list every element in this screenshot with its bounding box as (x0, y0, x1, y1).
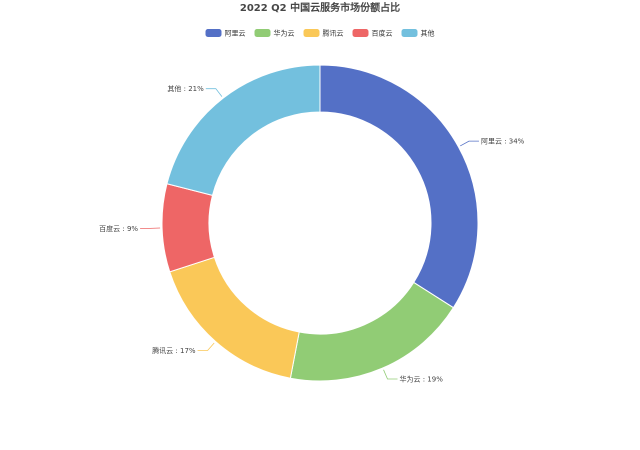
pie-slice[interactable] (319, 64, 479, 309)
legend-item[interactable]: 其他 (401, 29, 435, 38)
label-leader-line (460, 140, 479, 147)
legend-item[interactable]: 腾讯云 (303, 29, 344, 38)
legend-swatch (205, 29, 222, 37)
legend-label: 腾讯云 (323, 29, 344, 38)
legend-label: 阿里云 (225, 29, 246, 38)
label-leader-line (197, 342, 215, 351)
pie-slice[interactable] (169, 256, 300, 379)
label-leader-line (383, 369, 398, 380)
legend-swatch (254, 29, 271, 37)
chart-slice-labels: 阿里云 : 34% 华为云 : 19% 腾讯云 : 17% 百度云 : 9% 其他 : … (99, 84, 525, 383)
chart-title: 2022 Q2 中国云服务市场份额占比 (240, 1, 400, 14)
legend-swatch (352, 29, 369, 37)
legend-label: 百度云 (372, 29, 393, 38)
slice-label: 华为云 : 19% (400, 375, 444, 384)
label-leader-line (205, 88, 223, 97)
slice-label: 其他 : 21% (167, 84, 204, 93)
slice-label: 百度云 : 9% (99, 224, 138, 233)
legend-label: 华为云 (274, 29, 295, 38)
chart-slices (161, 64, 479, 382)
pie-slice[interactable] (289, 281, 455, 382)
pie-slice[interactable] (161, 183, 216, 273)
slice-label: 阿里云 : 34% (481, 137, 525, 146)
legend-swatch (401, 29, 418, 37)
legend-item[interactable]: 阿里云 (205, 29, 246, 38)
pie-slice[interactable] (166, 64, 321, 197)
slice-label: 腾讯云 : 17% (152, 346, 196, 355)
legend-item[interactable]: 百度云 (352, 29, 393, 38)
chart-legend[interactable]: 阿里云 华为云 腾讯云 百度云 其他 (205, 29, 435, 38)
legend-label: 其他 (421, 29, 435, 38)
legend-swatch (303, 29, 320, 37)
legend-item[interactable]: 华为云 (254, 29, 295, 38)
